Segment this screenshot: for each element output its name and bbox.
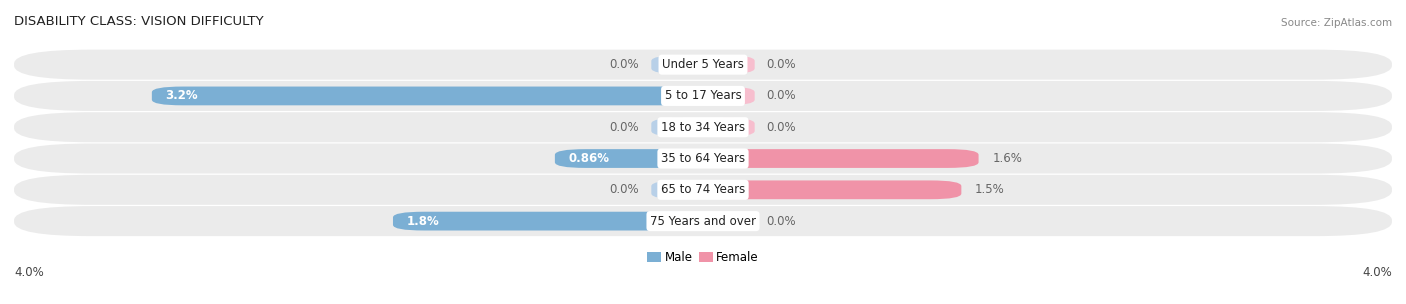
Text: 1.5%: 1.5%: [976, 183, 1005, 196]
FancyBboxPatch shape: [14, 81, 1392, 111]
FancyBboxPatch shape: [703, 118, 755, 136]
FancyBboxPatch shape: [14, 175, 1392, 205]
FancyBboxPatch shape: [152, 87, 703, 105]
FancyBboxPatch shape: [651, 181, 703, 199]
FancyBboxPatch shape: [392, 212, 703, 230]
Text: 0.0%: 0.0%: [766, 89, 796, 102]
Text: 18 to 34 Years: 18 to 34 Years: [661, 121, 745, 134]
Text: 0.0%: 0.0%: [766, 58, 796, 71]
FancyBboxPatch shape: [703, 212, 755, 230]
Text: Under 5 Years: Under 5 Years: [662, 58, 744, 71]
FancyBboxPatch shape: [651, 118, 703, 136]
Text: 5 to 17 Years: 5 to 17 Years: [665, 89, 741, 102]
Text: 4.0%: 4.0%: [14, 266, 44, 279]
FancyBboxPatch shape: [651, 55, 703, 74]
Text: 35 to 64 Years: 35 to 64 Years: [661, 152, 745, 165]
FancyBboxPatch shape: [555, 149, 703, 168]
FancyBboxPatch shape: [14, 112, 1392, 142]
FancyBboxPatch shape: [703, 87, 755, 105]
Text: 1.6%: 1.6%: [993, 152, 1022, 165]
FancyBboxPatch shape: [14, 143, 1392, 174]
Text: 0.0%: 0.0%: [610, 58, 640, 71]
FancyBboxPatch shape: [14, 206, 1392, 236]
Text: 0.0%: 0.0%: [610, 121, 640, 134]
Text: DISABILITY CLASS: VISION DIFFICULTY: DISABILITY CLASS: VISION DIFFICULTY: [14, 15, 264, 28]
Text: 75 Years and over: 75 Years and over: [650, 215, 756, 228]
Text: 1.8%: 1.8%: [406, 215, 440, 228]
FancyBboxPatch shape: [703, 55, 755, 74]
Text: 3.2%: 3.2%: [166, 89, 198, 102]
Text: 4.0%: 4.0%: [1362, 266, 1392, 279]
FancyBboxPatch shape: [703, 181, 962, 199]
FancyBboxPatch shape: [14, 50, 1392, 80]
Text: Source: ZipAtlas.com: Source: ZipAtlas.com: [1281, 18, 1392, 28]
Text: 0.0%: 0.0%: [610, 183, 640, 196]
Text: 0.0%: 0.0%: [766, 215, 796, 228]
Legend: Male, Female: Male, Female: [643, 247, 763, 269]
Text: 0.86%: 0.86%: [568, 152, 610, 165]
FancyBboxPatch shape: [703, 149, 979, 168]
Text: 0.0%: 0.0%: [766, 121, 796, 134]
Text: 65 to 74 Years: 65 to 74 Years: [661, 183, 745, 196]
